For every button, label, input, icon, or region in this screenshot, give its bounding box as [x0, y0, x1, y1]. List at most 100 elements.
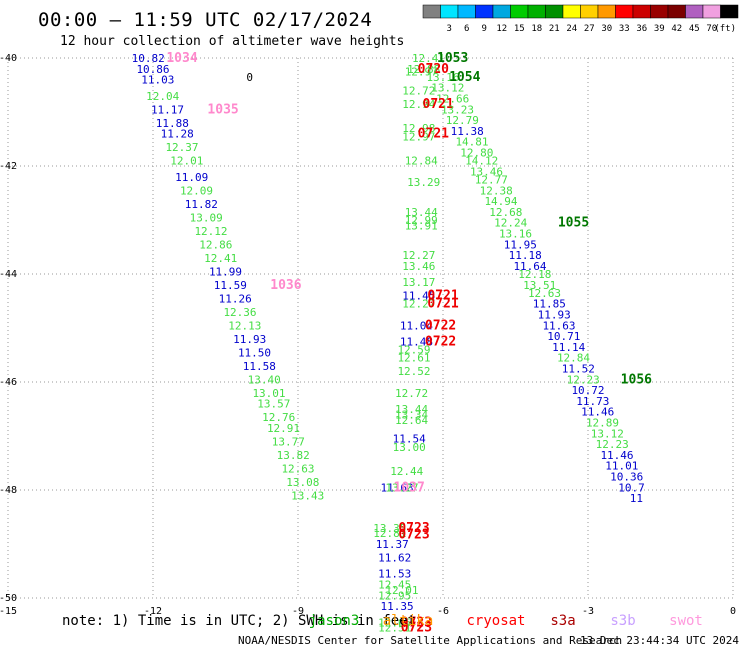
pass-time-label: 0721	[423, 97, 454, 112]
chart-title: 00:00 – 11:59 UTC 02/17/2024	[38, 9, 372, 31]
footer-note: note: 1) Time is in UTC; 2) SWH is in fe…	[62, 613, 416, 629]
wave-height-value: 13.12	[591, 427, 624, 440]
x-tick-label: -15	[0, 606, 17, 617]
wave-height-value: 11.46	[581, 406, 614, 419]
colorbar-tick-label: 18	[531, 24, 542, 34]
wave-height-value: 10.36	[610, 471, 643, 484]
colorbar-swatch	[562, 4, 581, 19]
wave-height-value: 12.66	[436, 93, 469, 106]
wave-height-value: 12.41	[204, 252, 237, 265]
wave-height-value: 10.71	[547, 330, 580, 343]
wave-height-value: 12.76	[262, 411, 295, 424]
colorbar-legend: 3 6 9 12 15 18 21 24 27 30 33 36 39 42 45 70(ft)	[422, 4, 739, 34]
colorbar-swatch	[632, 4, 651, 19]
wave-height-value: 12.64	[395, 414, 428, 427]
wave-height-value: 11.95	[504, 238, 537, 251]
wave-height-value: 13.00	[393, 441, 426, 454]
wave-height-value: 12.77	[475, 174, 508, 187]
wave-height-value: 13.27	[385, 481, 418, 494]
colorbar-swatch	[457, 4, 476, 19]
colorbar-tick-label: 70	[706, 24, 717, 34]
wave-height-value: 11.53	[378, 568, 411, 581]
satellite-jason3: jason3	[309, 613, 360, 629]
colorbar-swatch	[422, 4, 441, 19]
wave-height-value: 13.23	[441, 103, 474, 116]
wave-height-value: 13.46	[470, 165, 503, 178]
wave-height-value: 12.81	[373, 527, 406, 540]
wave-height-value: 13.29	[407, 176, 440, 189]
wave-height-value: 11.85	[533, 298, 566, 311]
colorbar-swatch	[597, 4, 616, 19]
wave-height-value: 13.82	[277, 449, 310, 462]
wave-height-value: 13.43	[291, 489, 324, 502]
wave-height-value: 13.34	[395, 408, 428, 421]
wave-height-value: 12.80	[460, 147, 493, 160]
wave-height-value: 0	[246, 71, 253, 84]
wave-height-value: 13.46	[402, 260, 435, 273]
wave-height-value: 11	[630, 492, 643, 505]
pass-time-label: 1054	[449, 70, 480, 85]
wave-height-value: 13.44	[395, 403, 428, 416]
pass-time-label: 1056	[621, 372, 652, 387]
y-tick-label: -48	[0, 485, 17, 496]
wave-height-value: 12.94	[402, 98, 435, 111]
wave-height-value: 13.91	[405, 219, 438, 232]
wave-height-value: 12.13	[228, 319, 261, 332]
wave-height-value: 13.35	[373, 522, 406, 535]
colorbar-tick-label: 12	[496, 24, 507, 34]
x-tick-label: -9	[292, 606, 304, 617]
wave-height-value: 12.09	[180, 184, 213, 197]
colorbar-tick-label: 30	[601, 24, 612, 34]
satellite-swot: swot	[669, 613, 703, 629]
wave-height-value: 11.73	[576, 395, 609, 408]
colorbar-tick-label: 6	[464, 24, 469, 34]
colorbar-tick-label: 27	[584, 24, 595, 34]
wave-height-value: 10.82	[132, 52, 165, 65]
wave-height-value: 12.44	[390, 465, 423, 478]
wave-height-value: 11.35	[381, 600, 414, 613]
colorbar-swatch	[667, 4, 686, 19]
colorbar-tick-label: 9	[482, 24, 487, 34]
wave-height-value: 12.95	[378, 589, 411, 602]
colorbar-swatch	[702, 4, 721, 19]
pass-time-label: 1036	[270, 278, 301, 293]
wave-height-value: 12.24	[494, 217, 527, 230]
colorbar-tick-label: 24	[566, 24, 577, 34]
wave-height-value: 12.01	[385, 584, 418, 597]
wave-height-value: 12.72	[402, 84, 435, 97]
colorbar-swatch	[580, 4, 599, 19]
wave-height-value: 13.17	[402, 276, 435, 289]
colorbar-tick-label: 45	[689, 24, 700, 34]
wave-height-value: 12.27	[402, 298, 435, 311]
colorbar-swatch	[545, 4, 564, 19]
wave-height-value: 14.94	[484, 195, 517, 208]
wave-height-value: 12.63	[528, 287, 561, 300]
colorbar-tick-label: 39	[654, 24, 665, 34]
wave-height-value: 11.17	[151, 103, 184, 116]
wave-height-value: 13.16	[426, 71, 459, 84]
wave-height-value: 13.51	[523, 279, 556, 292]
wave-height-value: 12.84	[557, 352, 590, 365]
wave-height-value: 11.14	[552, 341, 585, 354]
satellite-altika: altika	[383, 613, 434, 629]
y-tick-label: -50	[0, 593, 17, 604]
wave-height-value: 11.37	[376, 538, 409, 551]
wave-height-value: 13.57	[257, 398, 290, 411]
wave-height-value: 11.59	[214, 279, 247, 292]
satellite-cryosat: cryosat	[466, 613, 525, 629]
colorbar-tick-label: 3	[447, 24, 452, 34]
wave-height-value: 11.26	[219, 292, 252, 305]
y-tick-label: -40	[0, 53, 17, 64]
chart-subtitle: 12 hour collection of altimeter wave hei…	[60, 34, 404, 49]
pass-time-label: 0721	[427, 289, 458, 304]
colorbar-tick-label: 42	[671, 24, 682, 34]
x-tick-label: -6	[437, 606, 449, 617]
wave-height-value: 11.03	[141, 74, 174, 87]
satellite-s3b: s3b	[610, 613, 635, 629]
pass-time-label: 1037	[394, 480, 425, 495]
wave-height-value: 12.91	[267, 422, 300, 435]
colorbar-swatch	[510, 4, 529, 19]
wave-height-value: 11.58	[243, 360, 276, 373]
wave-height-value: 11.99	[209, 265, 242, 278]
